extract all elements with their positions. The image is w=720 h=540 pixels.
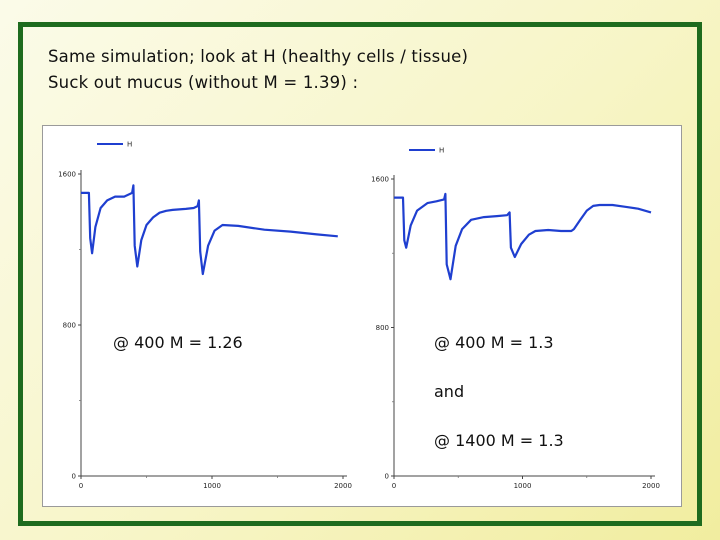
slide-frame [18,22,702,526]
chart-1-x-tick-label: 1000 [203,482,221,490]
chart-2-x-tick-label: 1000 [514,482,532,490]
chart-1-legend-label: H [127,141,132,149]
chart-2-y-tick-label: 0 [385,473,389,481]
chart-1-x-tick-label: 0 [79,482,83,490]
chart-2-series-h-line [394,192,652,281]
slide-title-line-1: Same simulation; look at H (healthy cell… [48,47,469,66]
chart-2-annotation: @ 1400 M = 1.3 [434,431,564,450]
chart-2-y-tick-label: 800 [376,324,389,332]
chart-2-y-tick-label: 1600 [371,176,389,184]
chart-2-legend-label: H [439,147,444,155]
chart-2-x-tick-label: 0 [392,482,396,490]
chart-1-annotation: @ 400 M = 1.26 [113,333,243,352]
charts-svg: 0 800 1600 0 1000 2000 H @ 400 M = 1.26 0 800 1600… [58,141,660,491]
chart-2-annotation: and [434,382,464,401]
chart-1-series-h-line [81,184,338,276]
chart-2-annotation: @ 400 M = 1.3 [434,333,554,352]
chart-1-y-tick-label: 1600 [58,171,76,179]
chart-panel: 0 800 1600 0 1000 2000 H @ 400 M = 1.26 0 800 1600… [42,125,682,507]
chart-1-x-tick-label: 2000 [334,482,352,490]
chart-1-y-tick-label: 800 [63,322,76,330]
slide-title-line-2: Suck out mucus (without M = 1.39) : [48,73,359,92]
chart-1-y-tick-label: 0 [72,473,76,481]
chart-2-x-tick-label: 2000 [642,482,660,490]
